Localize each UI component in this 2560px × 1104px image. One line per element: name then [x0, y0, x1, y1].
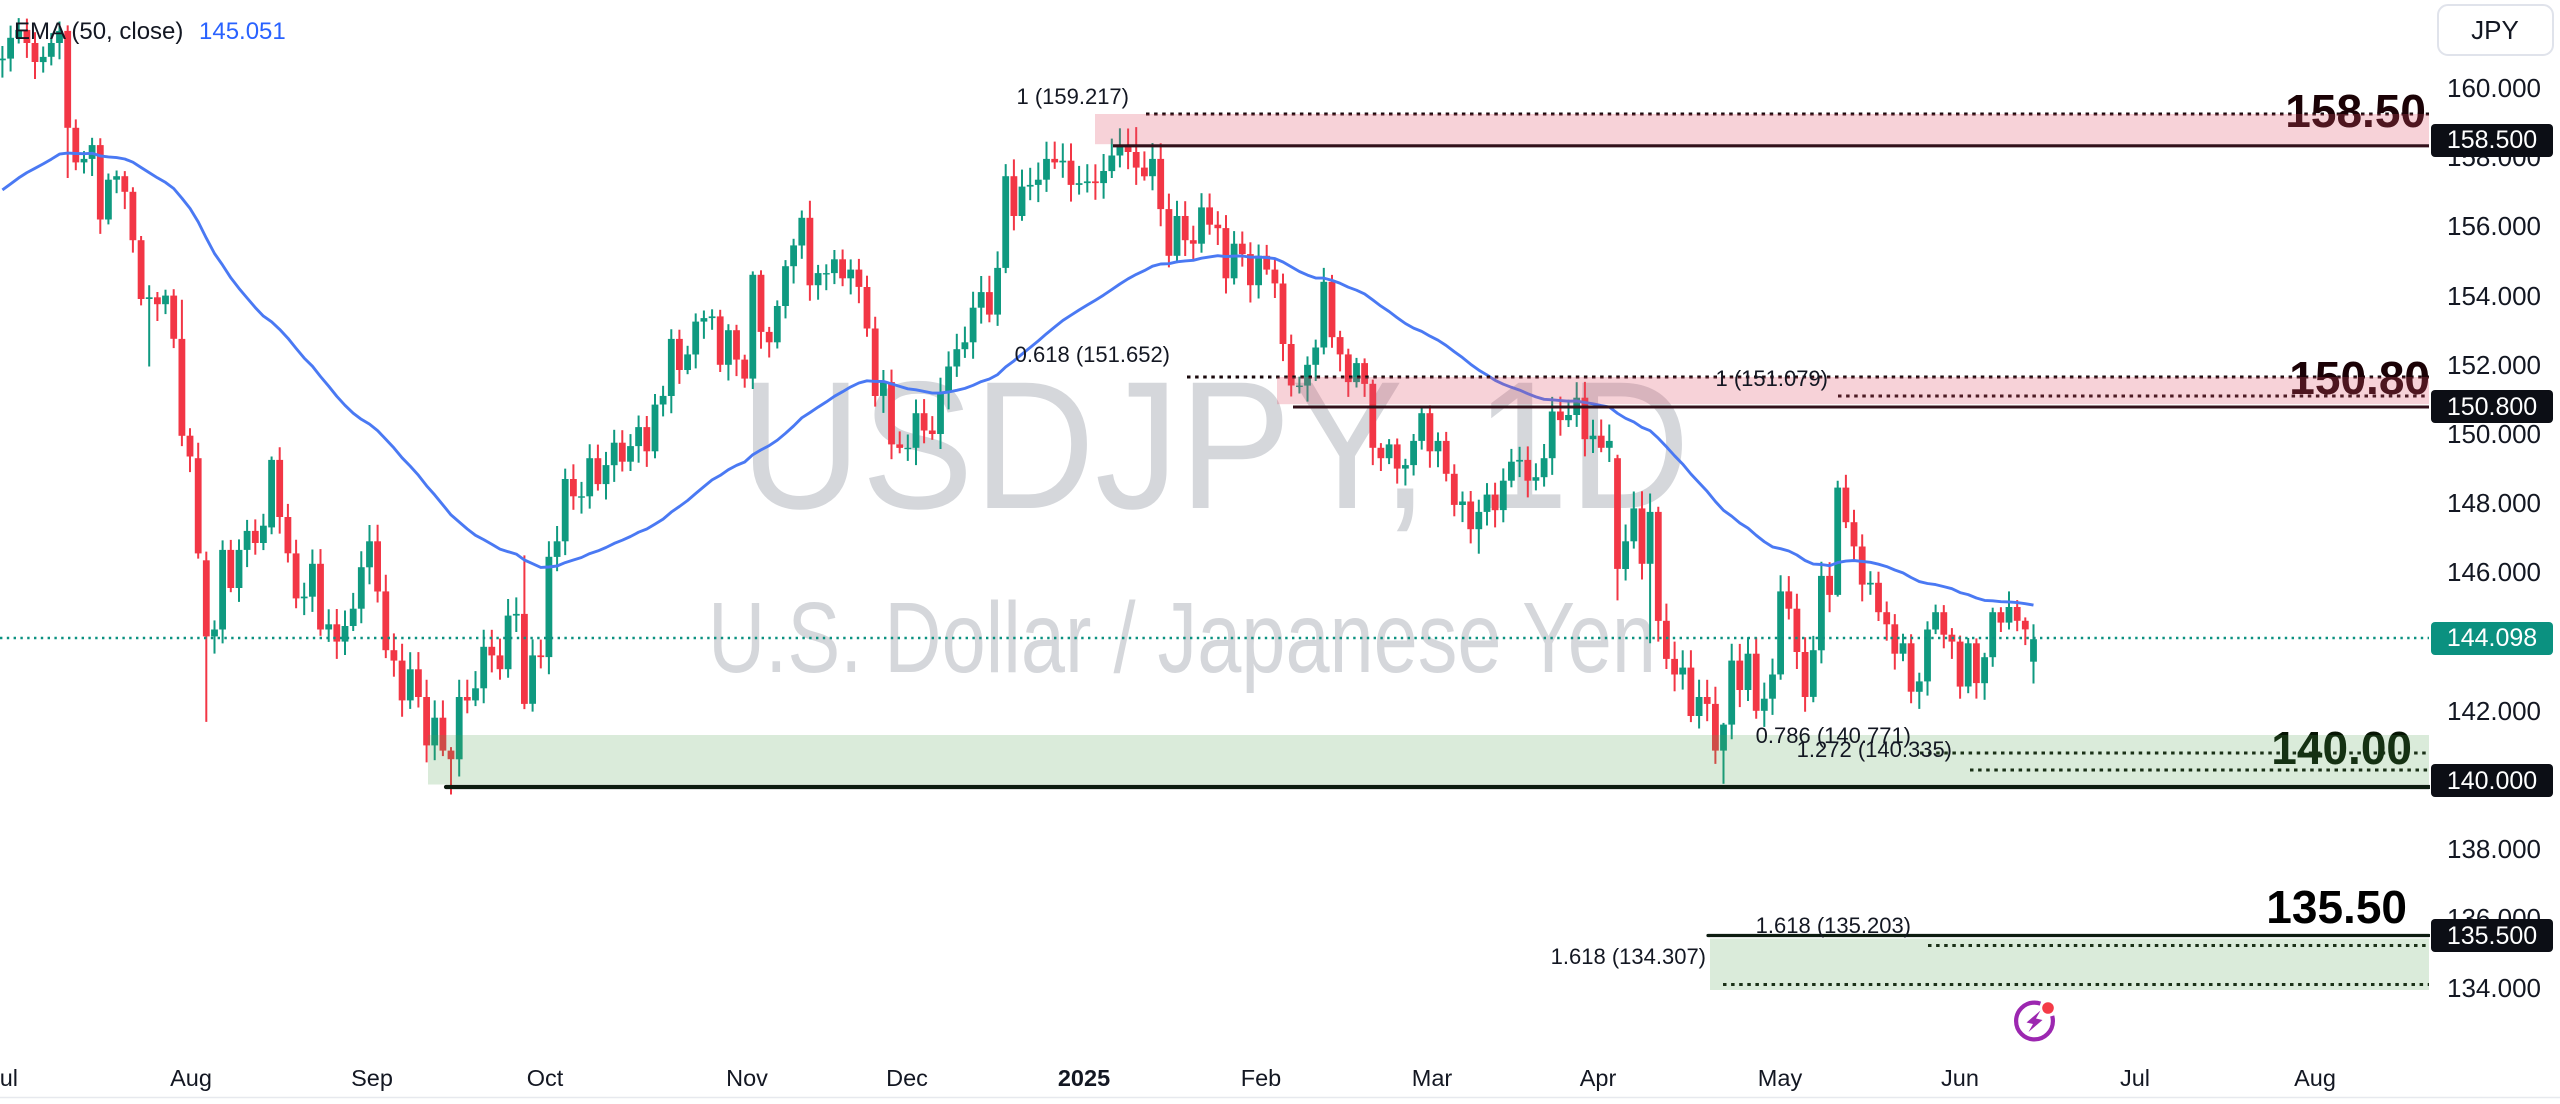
svg-text:150.80: 150.80	[2289, 352, 2430, 404]
svg-text:1.618 (134.307): 1.618 (134.307)	[1551, 944, 1706, 969]
svg-text:1.618 (135.203): 1.618 (135.203)	[1756, 913, 1911, 938]
svg-text:158.500: 158.500	[2447, 126, 2537, 154]
svg-text:0.618 (151.652): 0.618 (151.652)	[1015, 342, 1170, 367]
svg-text:135.50: 135.50	[2266, 881, 2407, 933]
svg-text:150.800: 150.800	[2447, 393, 2537, 421]
svg-text:2025: 2025	[1058, 1065, 1110, 1091]
svg-text:Jul: Jul	[2120, 1065, 2150, 1091]
svg-text:Oct: Oct	[527, 1065, 564, 1091]
svg-text:145.051: 145.051	[199, 18, 286, 45]
svg-text:Apr: Apr	[1580, 1065, 1617, 1091]
svg-text:140.00: 140.00	[2271, 722, 2412, 774]
svg-text:0.786 (140.771): 0.786 (140.771)	[1756, 723, 1911, 748]
svg-text:1 (151.079): 1 (151.079)	[1715, 366, 1828, 391]
svg-text:154.000: 154.000	[2447, 281, 2541, 311]
svg-text:Jul: Jul	[0, 1065, 18, 1091]
svg-text:1 (159.217): 1 (159.217)	[1016, 84, 1129, 109]
svg-text:144.098: 144.098	[2447, 624, 2537, 652]
svg-text:156.000: 156.000	[2447, 211, 2541, 241]
svg-text:150.000: 150.000	[2447, 419, 2541, 449]
svg-text:160.000: 160.000	[2447, 73, 2541, 103]
svg-text:Dec: Dec	[886, 1065, 928, 1091]
svg-text:140.000: 140.000	[2447, 767, 2537, 795]
svg-text:138.000: 138.000	[2447, 834, 2541, 864]
svg-text:1.272 (140.335): 1.272 (140.335)	[1797, 737, 1952, 762]
svg-text:158.50: 158.50	[2285, 85, 2426, 137]
svg-text:152.000: 152.000	[2447, 350, 2541, 380]
svg-text:Feb: Feb	[1241, 1065, 1282, 1091]
svg-text:Aug: Aug	[170, 1065, 212, 1091]
svg-text:EMA (50, close): EMA (50, close)	[14, 18, 183, 45]
svg-text:142.000: 142.000	[2447, 696, 2541, 726]
svg-text:Sep: Sep	[351, 1065, 393, 1091]
svg-text:Jun: Jun	[1941, 1065, 1979, 1091]
svg-text:134.000: 134.000	[2447, 973, 2541, 1003]
svg-text:Nov: Nov	[726, 1065, 768, 1091]
svg-text:135.500: 135.500	[2447, 922, 2537, 950]
svg-text:JPY: JPY	[2471, 15, 2519, 45]
svg-text:Mar: Mar	[1412, 1065, 1453, 1091]
svg-text:May: May	[1758, 1065, 1803, 1091]
svg-text:146.000: 146.000	[2447, 557, 2541, 587]
svg-text:148.000: 148.000	[2447, 488, 2541, 518]
svg-text:Aug: Aug	[2294, 1065, 2336, 1091]
